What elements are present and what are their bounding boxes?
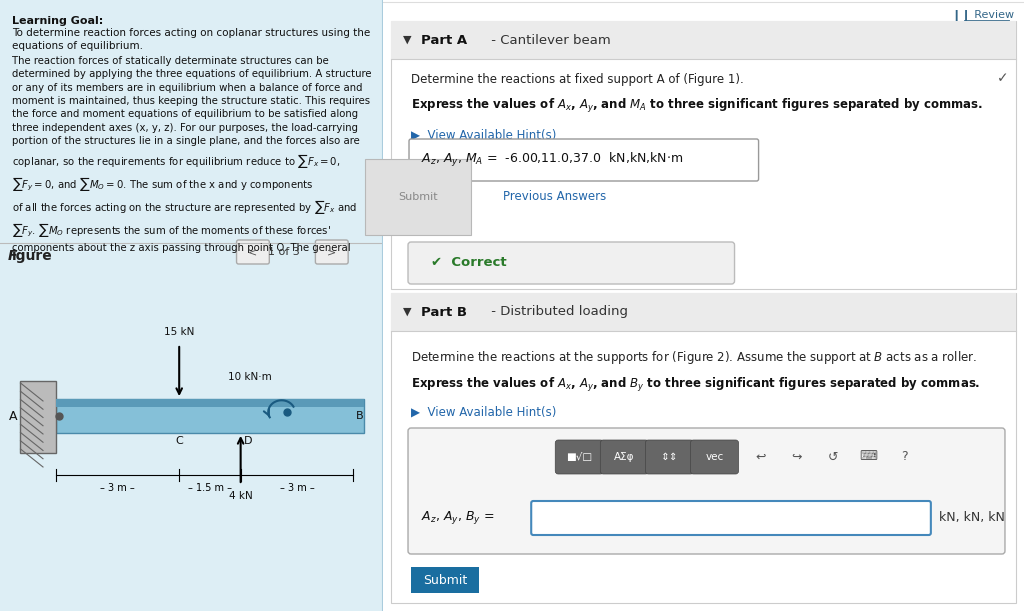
Text: Express the values of $A_x$, $A_y$, and $M_A$ to three significant figures separ: Express the values of $A_x$, $A_y$, and … — [411, 97, 983, 115]
Text: Express the values of $A_x$, $A_y$, and $B_y$ to three significant figures separ: Express the values of $A_x$, $A_y$, and … — [411, 376, 980, 394]
FancyBboxPatch shape — [408, 428, 1005, 554]
Text: A: A — [9, 409, 17, 422]
Text: kN, kN, kN: kN, kN, kN — [939, 511, 1005, 524]
Text: 1 of 3: 1 of 3 — [267, 247, 300, 257]
Text: ↺: ↺ — [827, 450, 838, 464]
Bar — [391, 21, 1016, 59]
Text: ⌨: ⌨ — [860, 450, 878, 464]
Text: >: > — [327, 247, 337, 257]
Text: Part B: Part B — [421, 306, 467, 318]
Text: <: < — [248, 247, 258, 257]
Text: – 3 m –: – 3 m – — [100, 483, 135, 493]
Text: F: F — [8, 249, 17, 263]
Bar — [391, 293, 1016, 331]
Text: To determine reaction forces acting on coplanar structures using the
equations o: To determine reaction forces acting on c… — [12, 28, 371, 51]
Text: ↩: ↩ — [756, 450, 766, 464]
FancyBboxPatch shape — [531, 501, 931, 535]
Text: – 1.5 m –: – 1.5 m – — [188, 483, 231, 493]
Text: ▶  View Available Hint(s): ▶ View Available Hint(s) — [411, 406, 556, 419]
Text: ?: ? — [901, 450, 908, 464]
Text: ▼: ▼ — [402, 35, 412, 45]
Text: ■√□: ■√□ — [566, 452, 592, 462]
Bar — [411, 567, 479, 593]
Text: 15 kN: 15 kN — [164, 327, 195, 337]
FancyBboxPatch shape — [645, 440, 693, 474]
Text: Previous Answers: Previous Answers — [503, 191, 606, 203]
Text: - Distributed loading: - Distributed loading — [487, 306, 628, 318]
Text: 4 kN: 4 kN — [228, 491, 253, 501]
FancyBboxPatch shape — [408, 242, 734, 284]
Text: igure: igure — [12, 249, 53, 263]
Text: C: C — [175, 436, 183, 446]
Text: - Cantilever beam: - Cantilever beam — [487, 34, 611, 46]
Bar — [391, 293, 1016, 603]
Text: – 3 m –: – 3 m – — [280, 483, 314, 493]
Text: vec: vec — [706, 452, 724, 462]
FancyBboxPatch shape — [315, 240, 348, 264]
Text: D: D — [244, 436, 252, 446]
Text: 6 kN: 6 kN — [402, 411, 426, 421]
Text: $A_z$, $A_y$, $B_y$ =: $A_z$, $A_y$, $B_y$ = — [421, 508, 495, 525]
Text: 10 kN·m: 10 kN·m — [227, 372, 271, 382]
Bar — [56, 399, 364, 433]
Bar — [391, 21, 1016, 289]
Text: ↪: ↪ — [792, 450, 802, 464]
Text: Part A: Part A — [421, 34, 467, 46]
Text: ✓: ✓ — [997, 71, 1009, 85]
Text: ✔  Correct: ✔ Correct — [431, 257, 507, 269]
Text: AΣφ: AΣφ — [614, 452, 635, 462]
FancyBboxPatch shape — [690, 440, 738, 474]
Text: Determine the reactions at fixed support A of (Figure 1).: Determine the reactions at fixed support… — [411, 73, 743, 86]
Text: ⇕⇕: ⇕⇕ — [660, 452, 678, 462]
Text: Submit: Submit — [398, 192, 438, 202]
Text: Submit: Submit — [423, 574, 467, 587]
Text: ▼: ▼ — [402, 307, 412, 317]
FancyBboxPatch shape — [409, 139, 759, 181]
FancyBboxPatch shape — [600, 440, 648, 474]
Text: ❙❙ Review: ❙❙ Review — [952, 10, 1014, 21]
Text: $A_z$, $A_y$, $M_A$ =  -6.00,11.0,37.0  kN,kN,kN$\cdot$m: $A_z$, $A_y$, $M_A$ = -6.00,11.0,37.0 kN… — [421, 151, 683, 169]
Text: The reaction forces of statically determinate structures can be
determined by ap: The reaction forces of statically determ… — [12, 56, 372, 253]
Text: B: B — [356, 411, 364, 421]
FancyBboxPatch shape — [237, 240, 269, 264]
Text: ▶  View Available Hint(s): ▶ View Available Hint(s) — [411, 129, 556, 142]
Bar — [20, 381, 56, 453]
Bar — [56, 399, 364, 407]
Text: Learning Goal:: Learning Goal: — [12, 16, 103, 26]
Text: Determine the reactions at the supports for (Figure 2). Assume the support at $B: Determine the reactions at the supports … — [411, 349, 977, 366]
FancyBboxPatch shape — [555, 440, 603, 474]
